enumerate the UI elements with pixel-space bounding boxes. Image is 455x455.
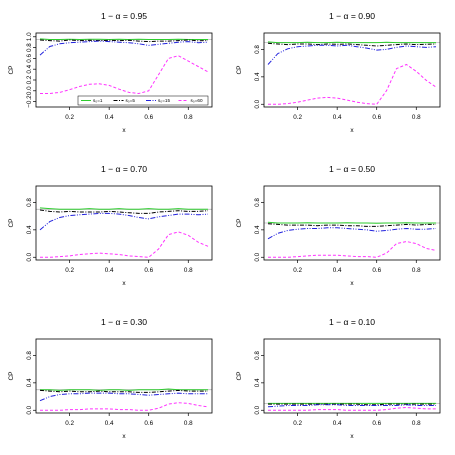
- panel-1-ytick-label-3: 0.2: [26, 75, 33, 84]
- panel-4-ytick-label-3: 0.8: [254, 198, 261, 207]
- legend-box: [77, 95, 209, 106]
- panel-6-ylabel: CP: [236, 371, 243, 380]
- panel-2-ylabel: CP: [236, 65, 243, 74]
- panel-5-series-4-line: [40, 402, 209, 411]
- panel-4-title: 1 − α = 0.50: [329, 164, 375, 174]
- panel-2-xtick-label-1: 0.2: [293, 114, 302, 121]
- legend-label-1: s₀=1: [93, 98, 103, 103]
- panel-4-ytick-label-2: 0.4: [254, 225, 261, 234]
- panel-4-ylabel: CP: [236, 218, 243, 227]
- panel-4-series-4-line: [268, 240, 437, 258]
- panel-5-series-2-line: [39, 389, 208, 393]
- panel-2-series-1-line: [267, 41, 436, 44]
- panel-6-xtick-label-3: 0.6: [372, 420, 381, 427]
- panel-6-title: 1 − α = 0.10: [329, 317, 375, 327]
- panel-3-xtick-label-4: 0.8: [184, 267, 193, 274]
- panel-5-xtick-label-4: 0.8: [184, 420, 193, 427]
- panel-4-xtick-label-3: 0.6: [372, 267, 381, 274]
- panel-5-xtick-label-2: 0.4: [105, 420, 114, 427]
- panel-5-ylabel: CP: [8, 371, 15, 380]
- panel-4-xtick-label-4: 0.8: [412, 267, 421, 274]
- panel-1-series-4-line: [40, 55, 209, 95]
- panel-3-xtick-label-2: 0.4: [105, 267, 114, 274]
- panel-4-xlabel: x: [350, 280, 354, 287]
- panel-4-xtick-label-1: 0.2: [293, 267, 302, 274]
- panel-6-series-2-line: [268, 403, 436, 406]
- panel-6-xtick-label-1: 0.2: [293, 420, 302, 427]
- panel-3-ytick-label-3: 0.8: [26, 198, 33, 207]
- panel-5-ytick-label-3: 0.8: [26, 351, 33, 360]
- panel-3-ytick-label-1: 0.0: [26, 252, 33, 261]
- panel-5-title: 1 − α = 0.30: [101, 317, 147, 327]
- panel-6-series-4-line: [268, 406, 436, 411]
- panel-1-ytick-label-5: 0.6: [26, 54, 33, 63]
- panel-4-ytick-label-1: 0.0: [254, 252, 261, 261]
- panel-4-plot-frame: [263, 185, 441, 261]
- panel-5-xtick-label-3: 0.6: [144, 420, 153, 427]
- panel-2-series-4-line: [268, 63, 437, 105]
- panel-6-series-3-line: [267, 404, 436, 408]
- panel-2-title: 1 − α = 0.90: [329, 11, 375, 21]
- panel-3-xlabel: x: [122, 280, 126, 287]
- panel-2-series-3-line: [267, 44, 437, 65]
- panel-1-ytick-label-4: 0.4: [26, 64, 33, 73]
- panel-6-ytick-label-3: 0.8: [254, 351, 261, 360]
- panel-1-series-2-line: [39, 39, 209, 43]
- panel-6-xtick-label-4: 0.8: [412, 420, 421, 427]
- panel-6-ytick-label-2: 0.4: [254, 378, 261, 387]
- panel-1-ylabel: CP: [8, 65, 15, 74]
- panel-3-xtick-label-3: 0.6: [144, 267, 153, 274]
- panel-6-plot-frame: [263, 338, 441, 414]
- panel-1-ytick-label-7: 1.0: [26, 32, 33, 41]
- panel-3-xtick-label-1: 0.2: [65, 267, 74, 274]
- panel-1-xtick-label-1: 0.2: [65, 114, 74, 121]
- panel-4-series-1-line: [267, 221, 436, 224]
- panel-3-plot-frame: [35, 185, 213, 261]
- panel-5-ytick-label-2: 0.4: [26, 378, 33, 387]
- panel-5-plot-frame: [35, 338, 213, 414]
- panel-1-xtick-label-2: 0.4: [105, 114, 114, 121]
- panel-4-series-3-line: [267, 227, 437, 240]
- panel-1-series-3-line: [39, 40, 209, 56]
- panel-1-xtick-label-3: 0.6: [144, 114, 153, 121]
- panel-1-xlabel: x: [122, 127, 126, 134]
- legend-label-3: s₀=15: [158, 98, 170, 103]
- panel-5-series-1-line: [40, 388, 208, 391]
- panel-3-series-1-line: [39, 207, 208, 210]
- panel-6-xlabel: x: [350, 433, 354, 440]
- panel-4-series-2-line: [267, 223, 436, 227]
- panel-3-ytick-label-2: 0.4: [26, 225, 33, 234]
- legend-label-2: s₀=5: [126, 98, 136, 103]
- panel-2-ytick-label-2: 0.4: [254, 72, 261, 81]
- panel-5-xtick-label-1: 0.2: [65, 420, 74, 427]
- panel-5-series-3-line: [39, 392, 208, 402]
- panel-5-ytick-label-1: 0.0: [26, 405, 33, 414]
- panel-3-title: 1 − α = 0.70: [101, 164, 147, 174]
- panel-1-title: 1 − α = 0.95: [101, 11, 147, 21]
- panel-3-ylabel: CP: [8, 218, 15, 227]
- panel-2-xtick-label-4: 0.8: [412, 114, 421, 121]
- panel-4-xtick-label-2: 0.4: [333, 267, 342, 274]
- panel-6-ytick-label-1: 0.0: [254, 405, 261, 414]
- panel-1-xtick-label-4: 0.8: [184, 114, 193, 121]
- panel-1-series-1-line: [39, 38, 208, 41]
- panel-6-xtick-label-2: 0.4: [333, 420, 342, 427]
- panel-1-plot-frame: [35, 32, 213, 108]
- panel-2-ytick-label-1: 0.0: [254, 99, 261, 108]
- panel-1-ytick-label-6: 0.8: [26, 43, 33, 52]
- panel-1-ytick-label-1: −0.2: [26, 95, 33, 108]
- panel-2-xlabel: x: [350, 127, 354, 134]
- panel-2-xtick-label-2: 0.4: [333, 114, 342, 121]
- panel-1-ytick-label-2: 0.0: [26, 86, 33, 95]
- panel-3-series-4-line: [40, 231, 209, 258]
- panel-5-xlabel: x: [122, 433, 126, 440]
- panel-2-ytick-label-3: 0.8: [254, 45, 261, 54]
- legend-label-4: s₀=60: [191, 98, 203, 103]
- panel-2-xtick-label-3: 0.6: [372, 114, 381, 121]
- panel-3-series-3-line: [39, 212, 209, 231]
- panel-2-plot-frame: [263, 32, 441, 108]
- panel-3-series-2-line: [39, 209, 209, 214]
